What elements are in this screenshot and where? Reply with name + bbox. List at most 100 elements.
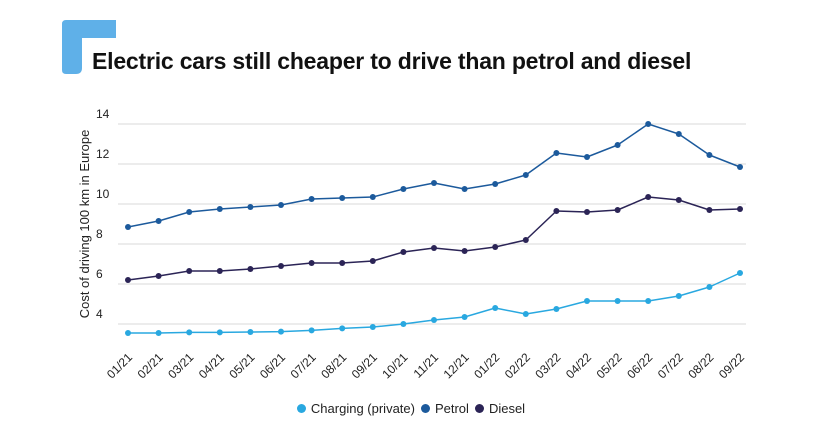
legend-item: Diesel	[474, 401, 526, 416]
x-tick-label: 01/22	[471, 350, 502, 381]
data-point	[247, 266, 254, 272]
data-point	[186, 329, 193, 336]
data-point	[431, 245, 437, 251]
data-point	[492, 244, 499, 250]
y-axis-title: Cost of driving 100 km in Europe	[77, 130, 92, 319]
data-point	[247, 204, 254, 210]
data-point	[125, 330, 131, 336]
data-point	[706, 152, 713, 158]
data-point	[645, 121, 652, 127]
chart-legend: Charging (private) Petrol Diesel	[0, 401, 822, 416]
data-point	[431, 180, 437, 186]
data-point	[614, 142, 621, 148]
data-point	[278, 328, 284, 335]
x-tick-label: 11/21	[411, 350, 442, 381]
data-point	[339, 195, 346, 201]
x-tick-label: 10/21	[379, 350, 410, 381]
legend-item: Petrol	[420, 401, 469, 416]
data-point	[553, 306, 560, 312]
data-point	[645, 298, 652, 304]
data-point	[125, 277, 131, 283]
x-tick-label: 03/22	[532, 350, 563, 381]
data-point	[461, 314, 468, 320]
data-point	[553, 208, 560, 214]
data-point	[369, 324, 376, 330]
x-tick-label: 09/21	[349, 350, 380, 381]
data-point	[522, 172, 529, 178]
data-point	[155, 330, 162, 336]
data-point	[278, 202, 284, 208]
data-point	[675, 197, 682, 203]
data-point	[706, 284, 713, 290]
x-tick-label: 07/22	[655, 350, 686, 381]
data-point	[369, 194, 376, 200]
x-tick-label: 04/22	[563, 350, 594, 381]
data-point	[492, 181, 499, 187]
data-point	[400, 249, 407, 255]
x-tick-label: 04/21	[196, 350, 227, 381]
data-point	[339, 325, 346, 332]
data-point	[522, 237, 529, 243]
data-point	[522, 311, 529, 317]
data-point	[400, 186, 407, 192]
data-point	[737, 164, 743, 170]
data-point	[216, 329, 223, 336]
logo-mark-shape	[62, 20, 116, 74]
data-point	[675, 293, 682, 299]
data-point	[278, 263, 284, 269]
data-point	[216, 206, 223, 212]
legend-marker-icon	[296, 404, 306, 413]
data-point	[584, 298, 590, 304]
data-point	[247, 329, 254, 335]
data-point	[645, 194, 652, 200]
logo-mark-icon	[62, 20, 116, 74]
data-point	[584, 209, 590, 215]
x-tick-label: 02/21	[135, 350, 166, 381]
y-tick-label: 12	[96, 147, 110, 161]
data-point	[614, 298, 621, 304]
x-tick-label: 05/22	[594, 350, 625, 381]
data-point	[369, 258, 376, 264]
x-tick-label: 03/21	[165, 350, 196, 381]
x-tick-label: 06/22	[624, 350, 655, 381]
y-tick-label: 4	[96, 307, 103, 321]
data-point	[339, 260, 346, 266]
data-point	[431, 317, 437, 323]
x-tick-label: 07/21	[288, 350, 319, 381]
legend-label: Diesel	[488, 401, 526, 416]
x-tick-label: 12/21	[441, 350, 472, 381]
legend-label: Petrol	[434, 401, 469, 416]
x-tick-label: 08/22	[685, 350, 716, 381]
legend-item: Charging (private)	[296, 401, 415, 416]
series-points	[125, 121, 743, 336]
data-point	[308, 327, 315, 334]
chart-title: Electric cars still cheaper to drive tha…	[92, 48, 692, 74]
data-point	[461, 248, 468, 254]
y-tick-label: 6	[96, 267, 103, 281]
y-tick-label: 8	[96, 227, 103, 241]
y-axis-ticks: 4 6 8 10 12 14	[96, 107, 110, 321]
data-point	[737, 270, 743, 276]
data-point	[553, 150, 560, 156]
data-point	[706, 207, 713, 213]
data-point	[675, 131, 682, 137]
data-point	[125, 224, 131, 230]
legend-marker-icon	[474, 404, 484, 413]
data-point	[216, 268, 223, 274]
x-tick-label: 05/21	[226, 350, 257, 381]
legend-label: Charging (private)	[310, 401, 415, 416]
x-axis-ticks: 01/21 02/21 03/21 04/21 05/21 06/21 07/21 08/21…	[104, 350, 747, 381]
legend-marker-icon	[420, 404, 430, 413]
data-point	[737, 206, 743, 212]
grid-lines	[118, 123, 746, 325]
y-tick-label: 14	[96, 107, 110, 121]
x-tick-label: 06/21	[257, 350, 288, 381]
data-point	[492, 305, 499, 311]
data-point	[308, 260, 315, 266]
x-tick-label: 01/21	[104, 350, 135, 381]
data-point	[614, 207, 621, 213]
data-point	[308, 196, 315, 202]
x-tick-label: 02/22	[502, 350, 533, 381]
x-tick-label: 09/22	[716, 350, 747, 381]
